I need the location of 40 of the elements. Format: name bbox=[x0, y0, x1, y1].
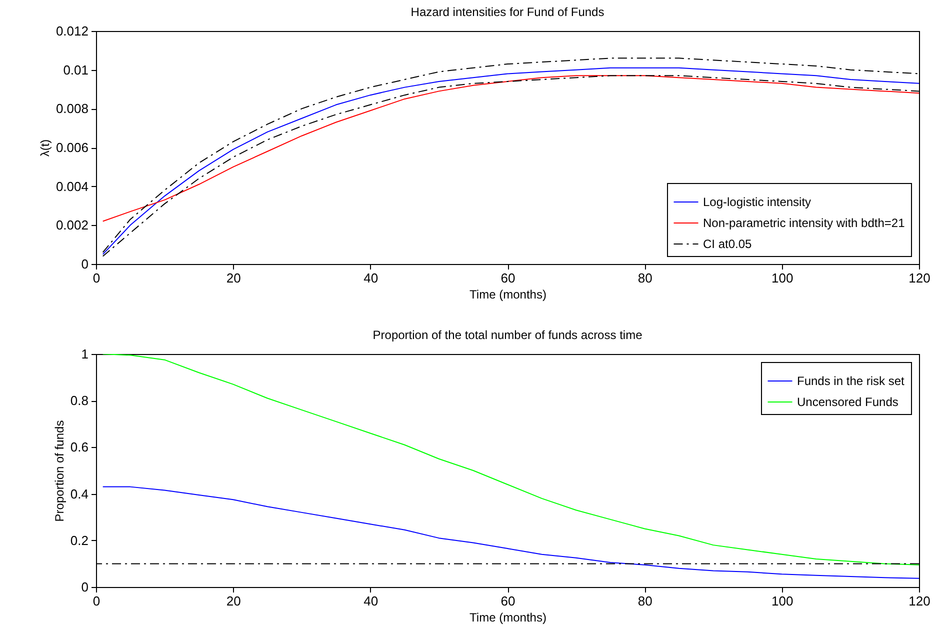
line-series bbox=[102, 486, 919, 579]
legend-label: Log-logistic intensity bbox=[703, 195, 812, 209]
y-tick-label: 0 bbox=[81, 256, 88, 272]
y-tick-label: 0.01 bbox=[63, 62, 88, 78]
x-tick-label: 60 bbox=[500, 594, 516, 608]
x-axis-title: Time (months) bbox=[470, 610, 546, 624]
x-tick-label: 120 bbox=[908, 270, 930, 286]
x-tick-label: 120 bbox=[908, 594, 930, 608]
x-axis-title: Time (months) bbox=[470, 288, 546, 302]
legend-label: CI at0.05 bbox=[703, 237, 752, 251]
y-tick-label: 0.4 bbox=[70, 486, 88, 502]
y-axis-title: Proportion of funds bbox=[52, 420, 66, 522]
x-tick-label: 80 bbox=[638, 594, 652, 608]
y-tick-label: 0.6 bbox=[70, 440, 88, 455]
y-tick-label: 0.8 bbox=[70, 393, 88, 408]
y-tick-label: 0 bbox=[81, 580, 88, 594]
y-tick-label: 0.2 bbox=[70, 532, 88, 548]
x-tick-label: 40 bbox=[364, 594, 378, 608]
x-tick-label: 60 bbox=[500, 270, 516, 286]
y-tick-label: 0.008 bbox=[56, 101, 88, 116]
y-tick-label: 0.006 bbox=[56, 140, 88, 155]
x-tick-label: 80 bbox=[638, 270, 652, 286]
line-series bbox=[102, 354, 919, 566]
y-tick-label: 0.004 bbox=[56, 178, 88, 194]
legend-label: Non-parametric intensity with bdth=21 bbox=[703, 216, 906, 230]
legend-label: Funds in the risk set bbox=[797, 374, 906, 388]
y-tick-label: 0.002 bbox=[56, 218, 88, 233]
x-tick-label: 100 bbox=[771, 270, 794, 286]
y-tick-label: 0.012 bbox=[56, 24, 88, 38]
x-tick-label: 20 bbox=[226, 270, 241, 286]
chart-title: Hazard intensities for Fund of Funds bbox=[410, 5, 604, 19]
y-tick-label: 1 bbox=[81, 346, 88, 362]
chart-title: Proportion of the total number of funds across time bbox=[372, 328, 643, 342]
x-tick-label: 40 bbox=[364, 270, 378, 286]
legend-label: Uncensored Funds bbox=[797, 395, 898, 409]
x-tick-label: 0 bbox=[92, 594, 100, 608]
x-tick-label: 0 bbox=[92, 270, 100, 286]
x-tick-label: 20 bbox=[226, 594, 241, 608]
x-tick-label: 100 bbox=[771, 594, 794, 608]
y-axis-title: λ(t) bbox=[38, 139, 52, 157]
